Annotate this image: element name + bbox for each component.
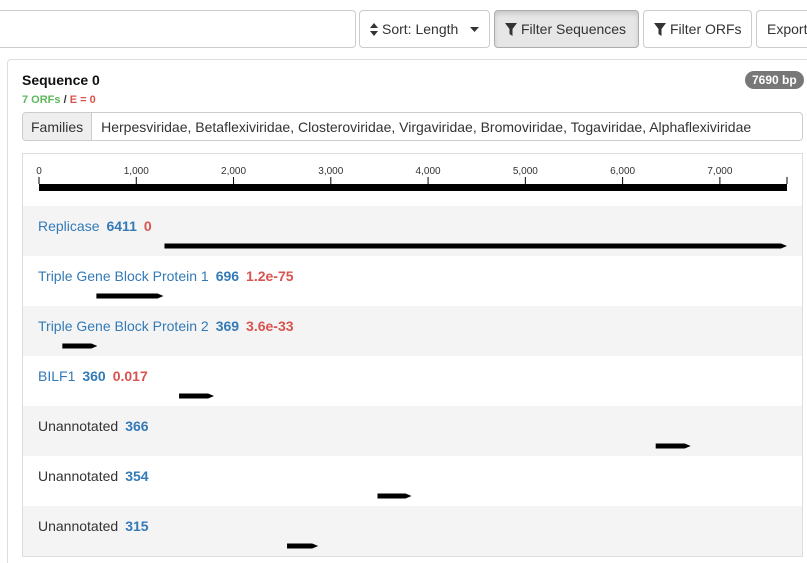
orf-row[interactable]: Unannotated 366 [23,406,802,456]
ruler-tick-label: 2,000 [221,166,246,177]
orf-arrow[interactable] [164,243,788,249]
orf-evalue: 1.2e-75 [246,268,294,284]
export-button[interactable]: Export [756,10,807,48]
sequence-panel: Sequence 0 7690 bp 7 ORFs / E = 0 Famili… [7,59,807,563]
ruler-tick-label: 6,000 [610,166,635,177]
orf-label: Unannotated 354 [38,468,149,484]
orf-visualization: 0 1,000 2,000 3,000 4,000 5,000 6,000 7,000 Rep… [22,153,803,557]
orf-arrow[interactable] [377,493,412,499]
orf-row[interactable]: Replicase 6411 0 [23,206,802,256]
orf-label: Replicase 6411 0 [38,218,152,234]
orf-evalue: 0 [143,218,152,234]
orf-length: 360 [82,368,106,384]
sort-button[interactable]: Sort: Length [359,10,490,48]
length-badge: 7690 bp [745,71,804,89]
export-label: Export [767,21,807,37]
orf-label: Unannotated 366 [38,418,149,434]
filter-sequences-label: Filter Sequences [521,21,627,37]
ruler-tick-label: 1,000 [124,166,149,177]
orf-summary: 7 ORFs / E = 0 [22,94,96,106]
orf-length: 354 [125,468,149,484]
orf-evalue: 0.017 [112,368,148,384]
orf-length: 315 [125,518,149,534]
orf-name: Unannotated [38,418,119,434]
filter-orfs-label: Filter ORFs [670,21,742,37]
orf-label: Triple Gene Block Protein 2 369 3.6e-33 [38,318,294,334]
orf-row[interactable]: Triple Gene Block Protein 2 369 3.6e-33 [23,306,802,356]
sequence-title: Sequence 0 [22,72,100,88]
orf-row[interactable]: Triple Gene Block Protein 1 696 1.2e-75 [23,256,802,306]
orf-row[interactable]: Unannotated 315 [23,506,802,556]
orf-name[interactable]: Triple Gene Block Protein 1 [38,268,209,284]
orf-evalue: 3.6e-33 [246,318,294,334]
orf-name: Unannotated [38,518,119,534]
evalue-summary: E = 0 [69,94,96,106]
orf-arrow[interactable] [287,543,319,549]
filter-orfs-button[interactable]: Filter ORFs [643,10,752,48]
orf-length: 6411 [106,218,137,234]
filter-icon [654,22,666,36]
orf-label: BILF1 360 0.017 [38,368,148,384]
orf-separator: / [63,94,67,106]
orf-name[interactable]: BILF1 [38,368,76,384]
ruler-tick-label: 5,000 [513,166,538,177]
orf-arrow[interactable] [62,343,98,349]
sort-label: Sort: Length [382,21,459,37]
orf-length: 369 [215,318,240,334]
orf-label: Triple Gene Block Protein 1 696 1.2e-75 [38,268,294,284]
search-input[interactable] [0,10,356,48]
families-value: Herpesviridae, Betaflexiviridae, Closter… [101,118,752,135]
orf-count: 7 ORFs [22,94,61,106]
sequence-bar [39,184,787,191]
ruler-tick-label: 3,000 [318,166,343,177]
ruler-tick-label: 7,000 [707,166,732,177]
orf-name[interactable]: Replicase [38,218,100,234]
ruler-tick-label: 0 [36,166,42,177]
ruler-tick-label: 4,000 [416,166,441,177]
orf-length: 366 [125,418,149,434]
orf-arrow[interactable] [96,293,164,299]
filter-icon [505,22,517,36]
orf-arrow[interactable] [179,393,215,399]
orf-name: Unannotated [38,468,119,484]
families-field: Families Herpesviridae, Betaflexiviridae… [22,112,803,141]
orf-row[interactable]: Unannotated 354 [23,456,802,506]
sequence-ruler: 0 1,000 2,000 3,000 4,000 5,000 6,000 7,000 [36,166,788,191]
orf-name[interactable]: Triple Gene Block Protein 2 [38,318,209,334]
orf-length: 696 [215,268,240,284]
orf-label: Unannotated 315 [38,518,149,534]
sort-icon [370,22,378,36]
families-label: Families [23,113,93,140]
caret-down-icon [470,26,480,32]
orf-arrow[interactable] [655,443,691,449]
filter-sequences-button[interactable]: Filter Sequences [494,10,639,48]
orf-row[interactable]: BILF1 360 0.017 [23,356,802,406]
